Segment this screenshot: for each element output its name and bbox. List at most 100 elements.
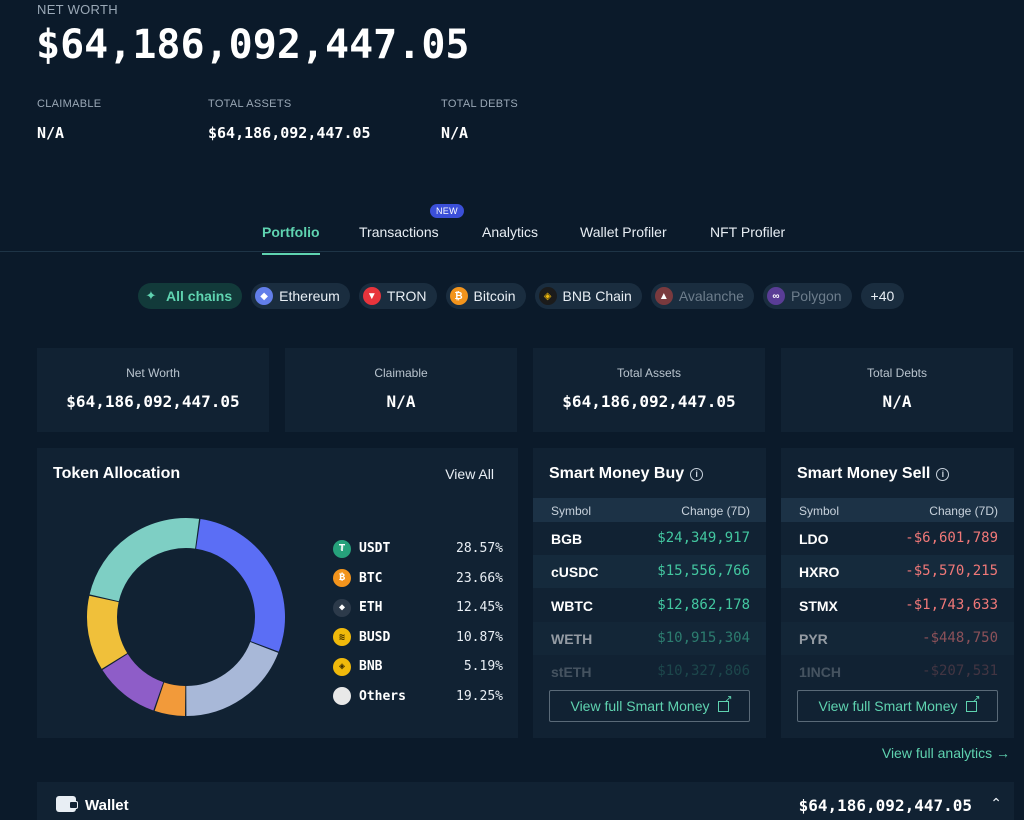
donut-slice-usdt[interactable] (195, 519, 285, 652)
stat-value: N/A (37, 124, 65, 142)
panel-title-text: Smart Money Buy (549, 465, 685, 482)
donut-slice-busd[interactable] (102, 653, 164, 711)
card-value: $64,186,092,447.05 (66, 392, 240, 411)
wallet-section-header[interactable]: Wallet $64,186,092,447.05 ⌃ (37, 782, 1014, 820)
row-symbol: 1INCH (799, 664, 842, 680)
chip-bitcoin[interactable]: ₿ Bitcoin (445, 283, 526, 309)
legend-percent: 10.87% (456, 629, 503, 645)
row-change: -$5,570,215 (905, 563, 998, 579)
panel-title: Smart Money Buy i (549, 465, 704, 483)
ethereum-icon: ◆ (255, 287, 274, 305)
chip-ethereum[interactable]: ◆ Ethereum (251, 283, 350, 309)
table-row[interactable]: LDO -$6,601,789 (781, 522, 1014, 555)
row-symbol: LDO (799, 531, 829, 547)
row-symbol: WETH (551, 631, 593, 647)
smart-money-buy-panel: Smart Money Buy i Symbol Change (7D) BGB … (533, 448, 766, 738)
legend-row: ◆ ETH 12.45% (333, 593, 503, 623)
legend-percent: 12.45% (456, 600, 503, 616)
external-link-icon (717, 694, 733, 712)
table-header: Symbol Change (7D) (781, 498, 1014, 522)
col-change: Change (7D) (929, 504, 998, 518)
row-symbol: STMX (799, 598, 838, 614)
donut-slice-btc[interactable] (89, 518, 200, 602)
row-change: $10,327,806 (657, 663, 750, 679)
card-label: Claimable (374, 366, 428, 380)
chip-polygon[interactable]: ∞ Polygon (762, 283, 852, 309)
legend-row: Others 19.25% (333, 682, 503, 712)
panel-title-text: Smart Money Sell (797, 465, 931, 482)
tab-transactions[interactable]: Transactions (359, 224, 439, 240)
chip-more-chains[interactable]: +40 (860, 283, 905, 309)
bitcoin-icon: ₿ (333, 569, 351, 588)
legend-symbol: USDT (359, 541, 391, 557)
busd-icon: ≋ (333, 628, 351, 647)
net-worth-label: NET WORTH (37, 2, 118, 17)
info-icon[interactable]: i (690, 468, 704, 481)
ethereum-icon: ◆ (333, 598, 351, 617)
donut-slice-others[interactable] (185, 641, 279, 716)
view-full-smart-money-buy-button[interactable]: View full Smart Money (549, 690, 750, 722)
info-icon[interactable]: i (936, 468, 950, 481)
chip-all-chains[interactable]: ✦ All chains (138, 283, 243, 309)
stat-claimable: CLAIMABLE N/A (37, 98, 101, 142)
tab-nft-profiler[interactable]: NFT Profiler (710, 224, 786, 240)
tab-analytics[interactable]: Analytics (482, 224, 539, 240)
card-label: Net Worth (126, 366, 180, 380)
bnb-icon: ◈ (538, 287, 557, 305)
row-change: -$6,601,789 (905, 530, 998, 546)
legend-percent: 5.19% (463, 659, 503, 675)
legend-symbol: BTC (359, 570, 383, 586)
panel-title: Token Allocation (53, 465, 181, 482)
row-change: $10,915,304 (657, 630, 750, 646)
chip-tron[interactable]: ▼ TRON (358, 283, 437, 309)
table-row[interactable]: 1INCH -$207,531 (781, 655, 1014, 688)
donut-slice-bnb[interactable] (154, 682, 186, 716)
wallet-value: $64,186,092,447.05 (798, 796, 972, 815)
stat-label: CLAIMABLE (37, 98, 102, 110)
net-worth-value: $64,186,092,447.05 (36, 22, 470, 68)
summary-card-claimable: Claimable N/A (285, 348, 517, 432)
summary-card-total-debts: Total Debts N/A (781, 348, 1013, 432)
table-row[interactable]: stETH $10,327,806 (533, 655, 766, 688)
table-row[interactable]: PYR -$448,750 (781, 622, 1014, 655)
col-symbol: Symbol (551, 504, 592, 518)
bitcoin-icon: ₿ (449, 287, 468, 305)
view-full-analytics-link[interactable]: View full analytics → (881, 745, 1010, 761)
row-change: -$1,743,633 (905, 597, 998, 613)
stat-label: TOTAL DEBTS (441, 98, 519, 110)
all-chains-icon: ✦ (145, 288, 157, 303)
chip-label: Ethereum (279, 288, 340, 304)
card-value: N/A (386, 392, 416, 411)
chip-label: TRON (386, 288, 427, 304)
table-row[interactable]: STMX -$1,743,633 (781, 589, 1014, 622)
legend-symbol: Others (359, 688, 406, 704)
summary-card-total-assets: Total Assets $64,186,092,447.05 (533, 348, 765, 432)
chip-label: BNB Chain (562, 288, 632, 304)
tab-wallet-profiler[interactable]: Wallet Profiler (580, 224, 667, 240)
col-change: Change (7D) (681, 504, 750, 518)
legend-percent: 28.57% (456, 541, 503, 557)
wallet-icon (56, 796, 78, 812)
row-change: -$448,750 (922, 630, 998, 646)
table-row[interactable]: cUSDC $15,556,766 (533, 555, 766, 588)
donut-slice-eth[interactable] (87, 595, 128, 669)
tab-portfolio[interactable]: Portfolio (262, 224, 320, 255)
chip-avalanche[interactable]: ▲ Avalanche (650, 283, 754, 309)
table-row[interactable]: HXRO -$5,570,215 (781, 555, 1014, 588)
chevron-up-icon[interactable]: ⌃ (990, 795, 1002, 811)
row-symbol: stETH (551, 664, 592, 680)
table-row[interactable]: WETH $10,915,304 (533, 622, 766, 655)
chip-label: Polygon (790, 288, 842, 304)
chip-bnb-chain[interactable]: ◈ BNB Chain (534, 283, 642, 309)
legend-row: ≋ BUSD 10.87% (333, 623, 503, 653)
view-all-link[interactable]: View All (445, 466, 494, 482)
allocation-donut-chart (87, 518, 285, 716)
others-icon (333, 687, 351, 706)
table-row[interactable]: BGB $24,349,917 (533, 522, 766, 555)
legend-symbol: ETH (359, 600, 383, 616)
chip-label: Avalanche (678, 288, 744, 304)
allocation-legend: ₮ USDT 28.57% ₿ BTC 23.66% ◆ ETH 12.45% … (333, 534, 503, 711)
table-row[interactable]: WBTC $12,862,178 (533, 589, 766, 622)
view-full-smart-money-sell-button[interactable]: View full Smart Money (797, 690, 998, 722)
row-change: -$207,531 (922, 663, 998, 679)
